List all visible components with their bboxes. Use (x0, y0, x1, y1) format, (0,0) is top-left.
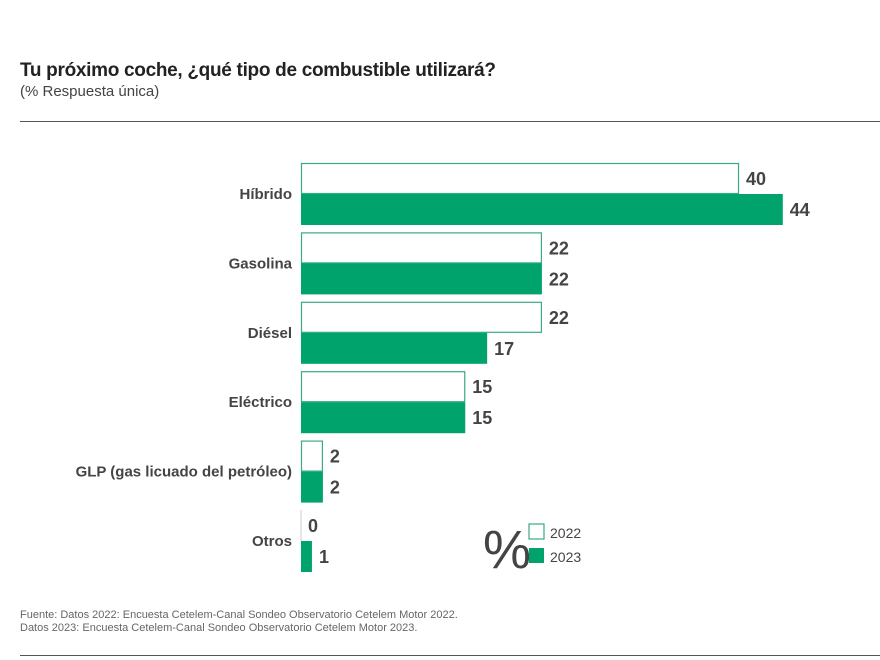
source-note: Fuente: Datos 2022: Encuesta Cetelem-Can… (20, 609, 458, 635)
bar-2022 (300, 440, 323, 472)
data-label-2023: 2 (330, 478, 340, 498)
category-label: Híbrido (240, 186, 293, 203)
bar-2023 (301, 471, 323, 503)
category-label: Diésel (248, 325, 292, 342)
bar-2023 (301, 194, 783, 225)
bar-2023 (301, 263, 542, 295)
category-label: Otros (252, 533, 292, 550)
legend: % 2022 2023 (483, 520, 581, 580)
category-label: GLP (gas licuado del petróleo) (76, 464, 292, 481)
category-label: Eléctrico (229, 394, 292, 411)
data-label-2022: 15 (472, 377, 492, 397)
chart-title: Tu próximo coche, ¿qué tipo de combustib… (20, 60, 496, 81)
bar-2022 (300, 371, 466, 403)
data-label-2023: 15 (472, 408, 492, 428)
bar-2023 (301, 541, 312, 572)
legend-swatch-2023 (529, 548, 544, 563)
legend-label-2023: 2023 (550, 549, 581, 565)
category-label: Gasolina (229, 255, 293, 272)
source-line-1: Fuente: Datos 2022: Encuesta Cetelem-Can… (20, 609, 458, 621)
data-label-2023: 44 (790, 200, 810, 220)
percent-symbol: % (483, 520, 531, 580)
legend-label-2022: 2022 (550, 525, 581, 541)
data-label-2023: 1 (319, 547, 329, 567)
source-line-2: Datos 2023: Encuesta Cetelem-Canal Sonde… (20, 622, 418, 634)
data-label-2022: 0 (308, 516, 318, 536)
bar-2022 (300, 301, 542, 333)
chart-subtitle: (% Respuesta única) (20, 83, 160, 100)
legend-swatch-2022 (528, 523, 545, 540)
bar-2022 (300, 232, 542, 264)
data-label-2022: 2 (330, 447, 340, 467)
data-label-2023: 17 (494, 339, 514, 359)
top-divider (20, 121, 880, 122)
bar-2022 (300, 162, 740, 195)
bottom-divider (20, 655, 880, 656)
data-label-2022: 22 (549, 238, 569, 258)
bar-2023 (301, 332, 488, 364)
data-label-2022: 40 (746, 169, 766, 189)
data-label-2022: 22 (549, 308, 569, 328)
data-label-2023: 22 (549, 269, 569, 289)
bar-2023 (301, 402, 466, 434)
